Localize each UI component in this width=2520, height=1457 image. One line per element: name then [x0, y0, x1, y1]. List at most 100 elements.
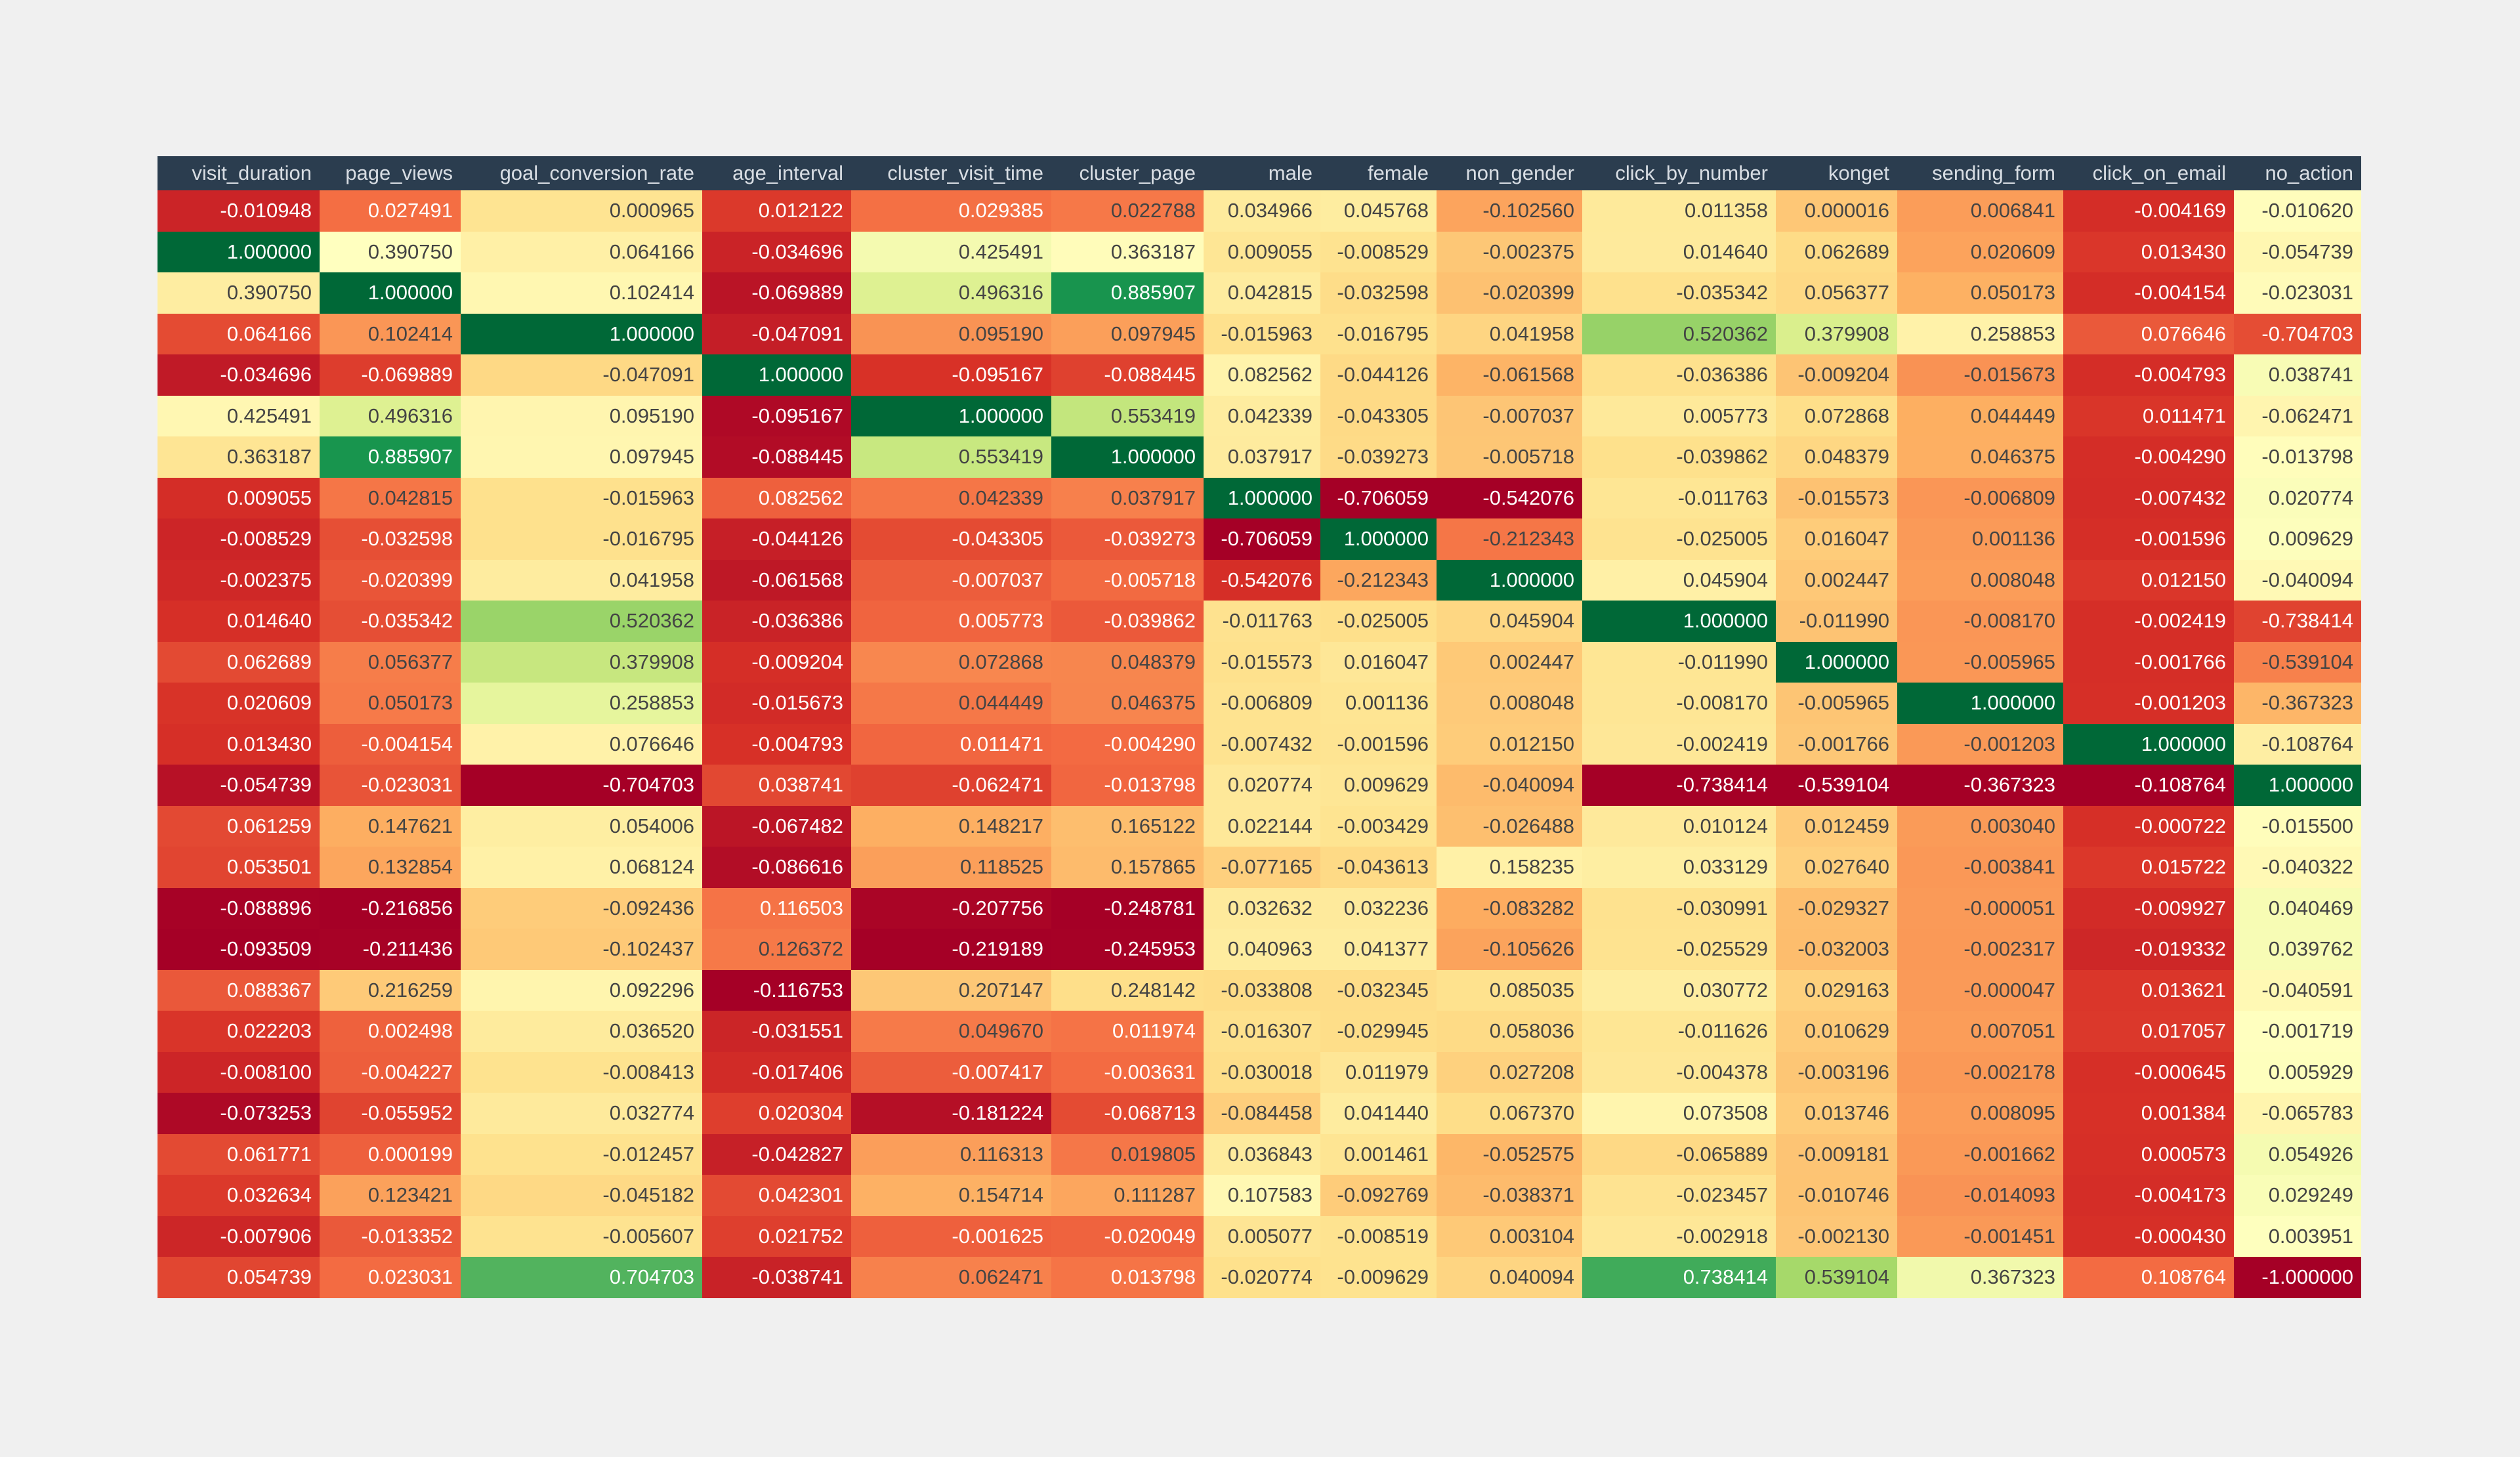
- heatmap-cell: -0.007417: [851, 1051, 1051, 1093]
- heatmap-cell: 0.013798: [1051, 1257, 1204, 1298]
- column-header-page-views: page_views: [320, 156, 461, 190]
- heatmap-cell: -0.044126: [1320, 354, 1437, 396]
- heatmap-cell: -0.002419: [2063, 601, 2234, 642]
- heatmap-cell: 0.496316: [851, 272, 1051, 314]
- heatmap-cell: -0.015963: [1204, 313, 1320, 354]
- column-header-konget: konget: [1776, 156, 1897, 190]
- column-header-age-interval: age_interval: [702, 156, 851, 190]
- heatmap-cell: 0.258853: [461, 683, 702, 724]
- heatmap-cell: -0.008529: [158, 518, 320, 560]
- heatmap-cell: 0.032632: [1204, 887, 1320, 929]
- heatmap-cell: 0.005077: [1204, 1215, 1320, 1257]
- heatmap-cell: 1.000000: [2234, 765, 2361, 806]
- heatmap-cell: -0.084458: [1204, 1093, 1320, 1134]
- heatmap-cell: -0.014093: [1897, 1175, 2063, 1216]
- heatmap-cell: 1.000000: [1204, 477, 1320, 518]
- heatmap-cell: 0.738414: [1582, 1257, 1776, 1298]
- heatmap-cell: -0.001596: [2063, 518, 2234, 560]
- heatmap-cell: 0.000199: [320, 1133, 461, 1175]
- heatmap-cell: 0.041377: [1320, 929, 1437, 970]
- heatmap-cell: 0.095190: [851, 313, 1051, 354]
- heatmap-cell: -0.040591: [2234, 969, 2361, 1011]
- heatmap-cell: -0.004378: [1582, 1051, 1776, 1093]
- heatmap-cell: -0.738414: [2234, 601, 2361, 642]
- heatmap-cell: -0.004169: [2063, 190, 2234, 232]
- table-row: 0.022203 0.002498 0.036520 -0.031551 0.04967…: [158, 1011, 2361, 1052]
- heatmap-cell: -0.000430: [2063, 1215, 2234, 1257]
- heatmap-cell: -0.068713: [1051, 1093, 1204, 1134]
- table-row: -0.054739 -0.023031 -0.704703 0.038741 -0.06…: [158, 765, 2361, 806]
- heatmap-cell: 0.379908: [1776, 313, 1897, 354]
- heatmap-cell: 0.044449: [1897, 395, 2063, 436]
- heatmap-cell: -0.002317: [1897, 929, 2063, 970]
- heatmap-cell: -0.023031: [2234, 272, 2361, 314]
- table-row: 0.390750 1.000000 0.102414 -0.069889 0.49631…: [158, 272, 2361, 314]
- heatmap-cell: -0.011990: [1582, 641, 1776, 683]
- table-row: -0.088896 -0.216856 -0.092436 0.116503 -0.20…: [158, 887, 2361, 929]
- heatmap-cell: 0.042339: [851, 477, 1051, 518]
- heatmap-cell: -0.013352: [320, 1215, 461, 1257]
- heatmap-cell: -0.017406: [702, 1051, 851, 1093]
- column-header-sending-form: sending_form: [1897, 156, 2063, 190]
- heatmap-cell: 0.425491: [851, 231, 1051, 272]
- heatmap-cell: 1.000000: [158, 231, 320, 272]
- heatmap-cell: 0.216259: [320, 969, 461, 1011]
- heatmap-cell: 0.005773: [1582, 395, 1776, 436]
- heatmap-cell: -0.212343: [1320, 559, 1437, 601]
- heatmap-cell: -0.023031: [320, 765, 461, 806]
- table-row: -0.034696 -0.069889 -0.047091 1.000000 -0.09…: [158, 354, 2361, 396]
- heatmap-cell: 0.042815: [1204, 272, 1320, 314]
- column-header-no-action: no_action: [2234, 156, 2361, 190]
- heatmap-cell: -0.088445: [702, 436, 851, 478]
- heatmap-cell: -0.039862: [1051, 601, 1204, 642]
- heatmap-cell: -0.004154: [320, 723, 461, 765]
- heatmap-cell: 0.116503: [702, 887, 851, 929]
- heatmap-cell: -0.011763: [1582, 477, 1776, 518]
- heatmap-cell: 0.539104: [1776, 1257, 1897, 1298]
- heatmap-cell: 0.015722: [2063, 847, 2234, 888]
- table-row: 0.363187 0.885907 0.097945 -0.088445 0.55341…: [158, 436, 2361, 478]
- heatmap-cell: -0.010620: [2234, 190, 2361, 232]
- heatmap-cell: 0.248142: [1051, 969, 1204, 1011]
- heatmap-cell: 0.165122: [1051, 805, 1204, 847]
- heatmap-cell: -0.542076: [1437, 477, 1582, 518]
- heatmap-cell: 0.012150: [2063, 559, 2234, 601]
- heatmap-cell: -0.008413: [461, 1051, 702, 1093]
- table-row: 0.054739 0.023031 0.704703 -0.038741 0.06247…: [158, 1257, 2361, 1298]
- table-row: 0.014640 -0.035342 0.520362 -0.036386 0.0057…: [158, 601, 2361, 642]
- heatmap-cell: 0.012459: [1776, 805, 1897, 847]
- heatmap-cell: 0.027491: [320, 190, 461, 232]
- column-header-cluster-page: cluster_page: [1051, 156, 1204, 190]
- heatmap-cell: -0.007906: [158, 1215, 320, 1257]
- heatmap-cell: -0.010746: [1776, 1175, 1897, 1216]
- heatmap-cell: 0.111287: [1051, 1175, 1204, 1216]
- heatmap-cell: 0.520362: [1582, 313, 1776, 354]
- heatmap-cell: 1.000000: [1582, 601, 1776, 642]
- heatmap-cell: -0.002375: [158, 559, 320, 601]
- heatmap-cell: -0.015573: [1204, 641, 1320, 683]
- heatmap-cell: -0.539104: [1776, 765, 1897, 806]
- heatmap-cell: 0.048379: [1776, 436, 1897, 478]
- heatmap-cell: -0.016307: [1204, 1011, 1320, 1052]
- heatmap-cell: 0.032236: [1320, 887, 1437, 929]
- heatmap-cell: -0.015963: [461, 477, 702, 518]
- heatmap-cell: 0.017057: [2063, 1011, 2234, 1052]
- heatmap-cell: -0.023457: [1582, 1175, 1776, 1216]
- heatmap-cell: -0.004154: [2063, 272, 2234, 314]
- heatmap-cell: 0.020774: [2234, 477, 2361, 518]
- heatmap-cell: 0.042815: [320, 477, 461, 518]
- heatmap-cell: -0.034696: [702, 231, 851, 272]
- heatmap-cell: 0.027640: [1776, 847, 1897, 888]
- heatmap-cell: 0.007051: [1897, 1011, 2063, 1052]
- heatmap-cell: -0.004793: [2063, 354, 2234, 396]
- heatmap-cell: -0.367323: [1897, 765, 2063, 806]
- heatmap-cell: 0.116313: [851, 1133, 1051, 1175]
- heatmap-cell: -0.007037: [1437, 395, 1582, 436]
- table-row: 0.425491 0.496316 0.095190 -0.095167 1.00000…: [158, 395, 2361, 436]
- heatmap-cell: 0.046375: [1051, 683, 1204, 724]
- heatmap-cell: 0.390750: [158, 272, 320, 314]
- heatmap-cell: -0.016795: [461, 518, 702, 560]
- heatmap-cell: 0.064166: [461, 231, 702, 272]
- heatmap-cell: 0.011358: [1582, 190, 1776, 232]
- heatmap-cell: -0.009629: [1320, 1257, 1437, 1298]
